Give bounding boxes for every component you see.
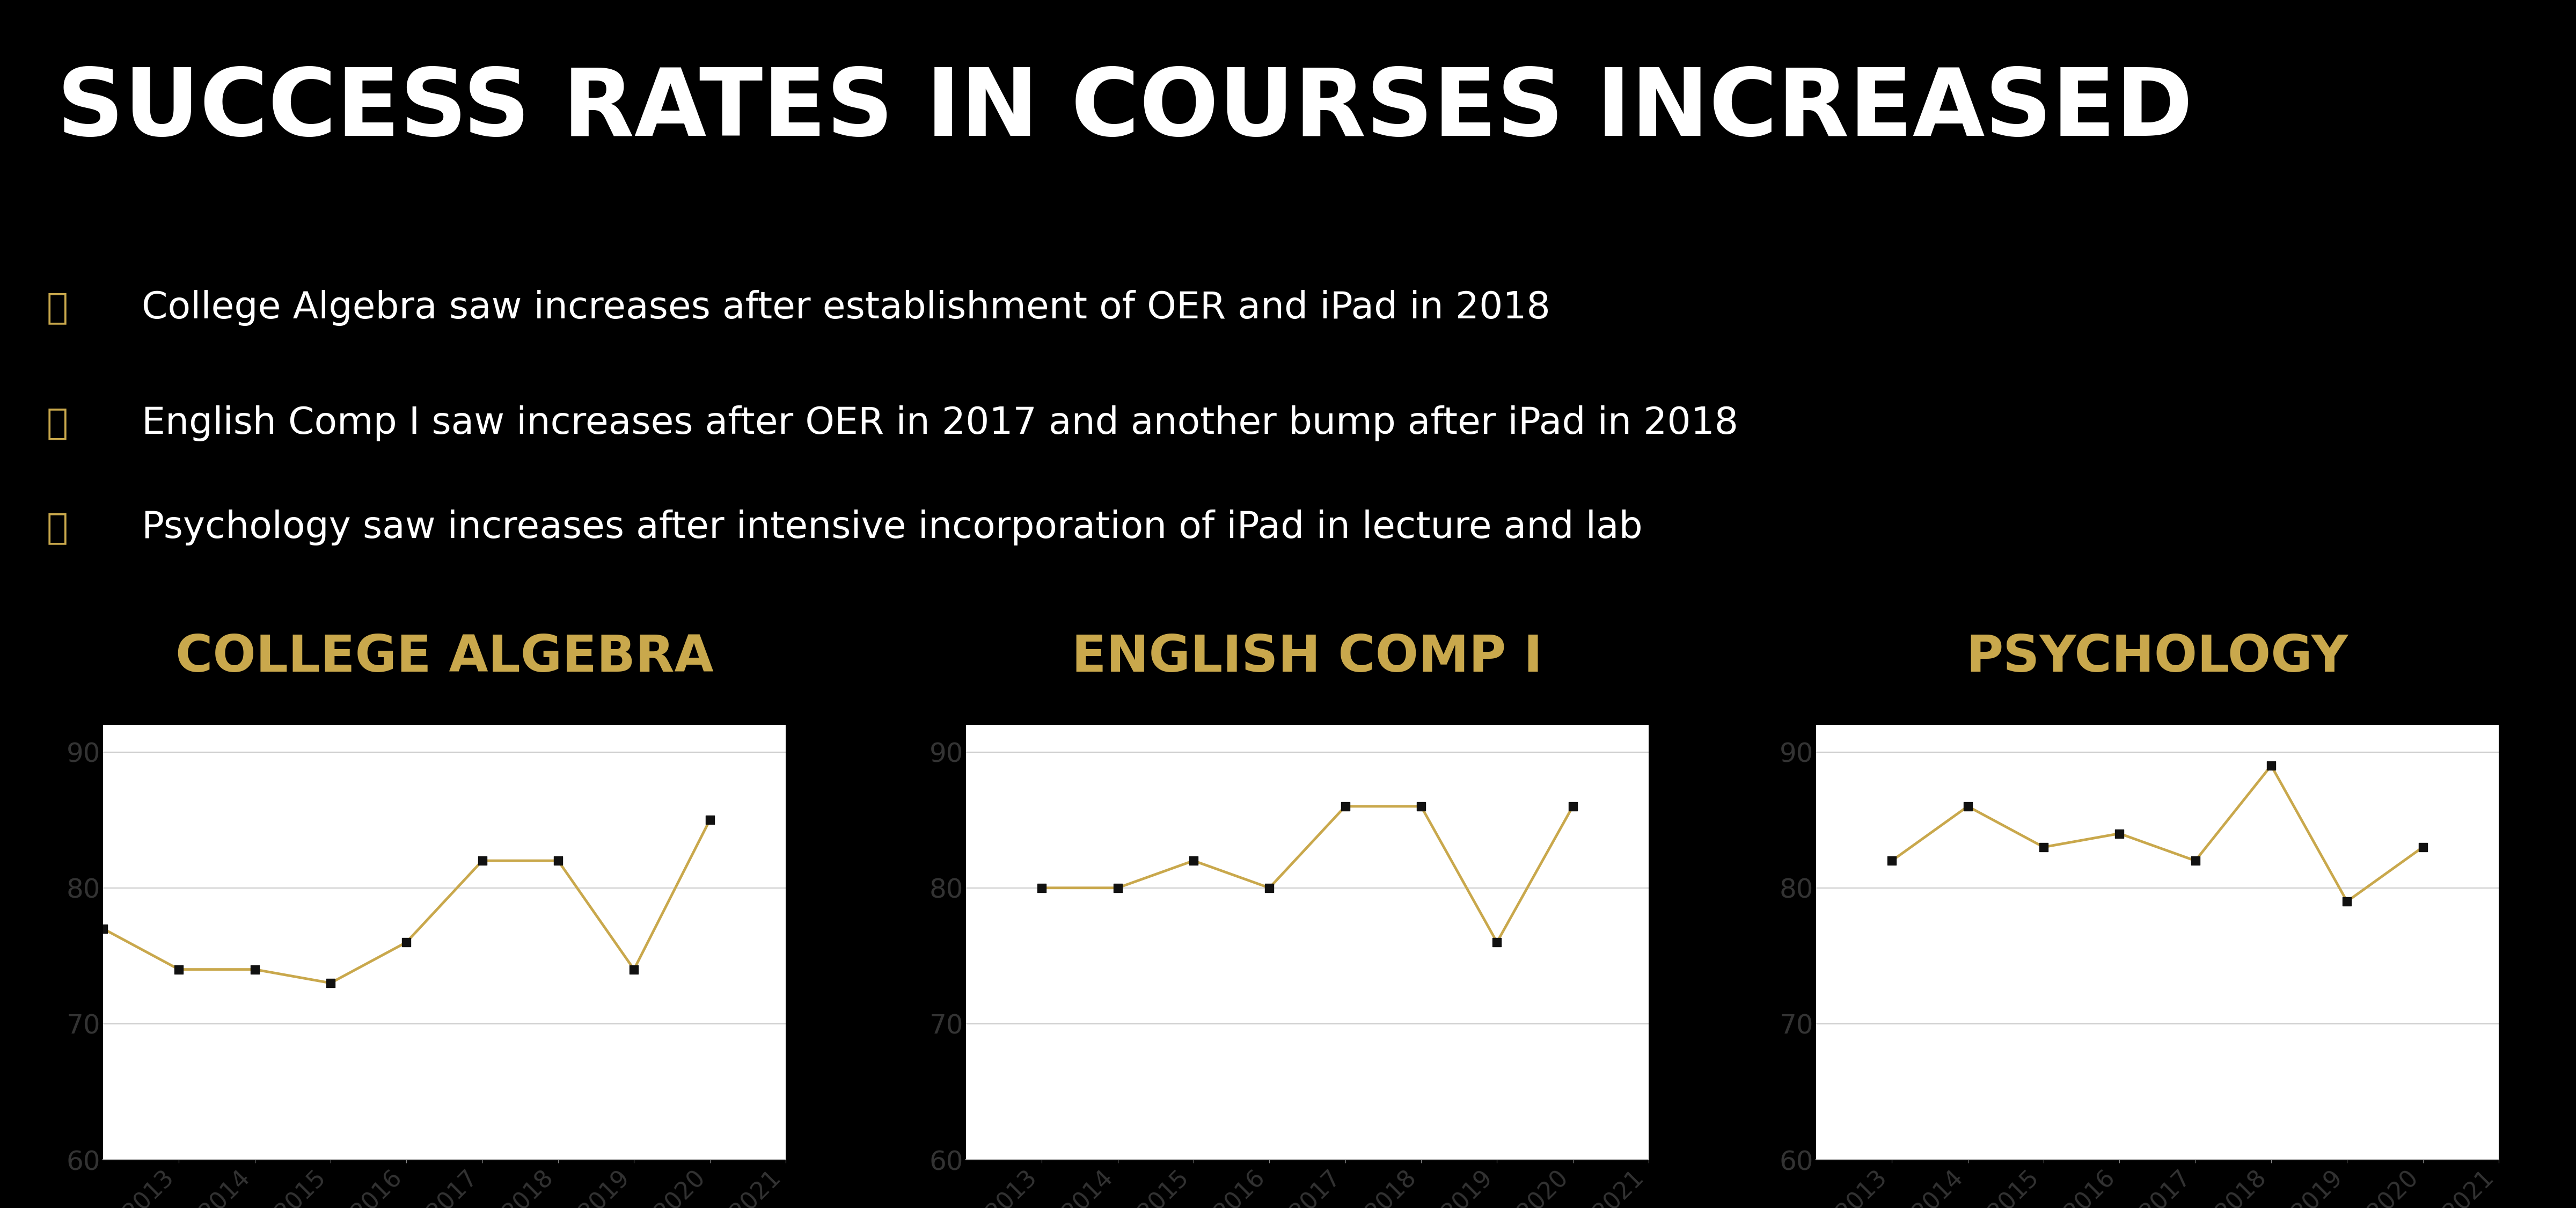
Point (1172, 852, 1213, 871)
Point (1401, 797, 1443, 817)
Point (2022, 837, 2063, 856)
Text: SUCCESS RATES IN COURSES INCREASED: SUCCESS RATES IN COURSES INCREASED (57, 64, 2192, 156)
Point (690, 811, 732, 830)
Point (613, 959, 654, 978)
Text: 🐾: 🐾 (46, 406, 67, 441)
Point (157, 959, 198, 978)
Point (1476, 933, 1517, 952)
Point (2099, 824, 2141, 843)
Point (2251, 756, 2293, 776)
Text: PSYCHOLOGY: PSYCHOLOGY (1965, 633, 2349, 683)
Text: English Comp I saw increases after OER in 2017 and another bump after iPad in 20: English Comp I saw increases after OER i… (142, 405, 1739, 441)
Text: ENGLISH COMP I: ENGLISH COMP I (1072, 633, 1543, 683)
Point (1020, 878, 1061, 898)
Point (1947, 797, 1989, 817)
Text: 🐾: 🐾 (46, 290, 67, 325)
Text: Psychology saw increases after intensive incorporation of iPad in lecture and la: Psychology saw increases after intensive… (142, 510, 1643, 546)
Point (1324, 797, 1365, 817)
Point (538, 852, 580, 871)
Point (234, 959, 276, 978)
Point (309, 974, 350, 993)
Text: 🐾: 🐾 (46, 510, 67, 545)
Point (461, 852, 502, 871)
Text: College Algebra saw increases after establishment of OER and iPad in 2018: College Algebra saw increases after esta… (142, 290, 1551, 326)
Point (2326, 892, 2367, 911)
Point (1249, 878, 1291, 898)
Point (1553, 797, 1595, 817)
Point (2403, 837, 2445, 856)
Point (2174, 852, 2215, 871)
Point (1870, 852, 1911, 871)
Text: COLLEGE ALGEBRA: COLLEGE ALGEBRA (175, 633, 714, 683)
Point (1097, 878, 1139, 898)
Point (82, 919, 124, 939)
Point (386, 933, 428, 952)
